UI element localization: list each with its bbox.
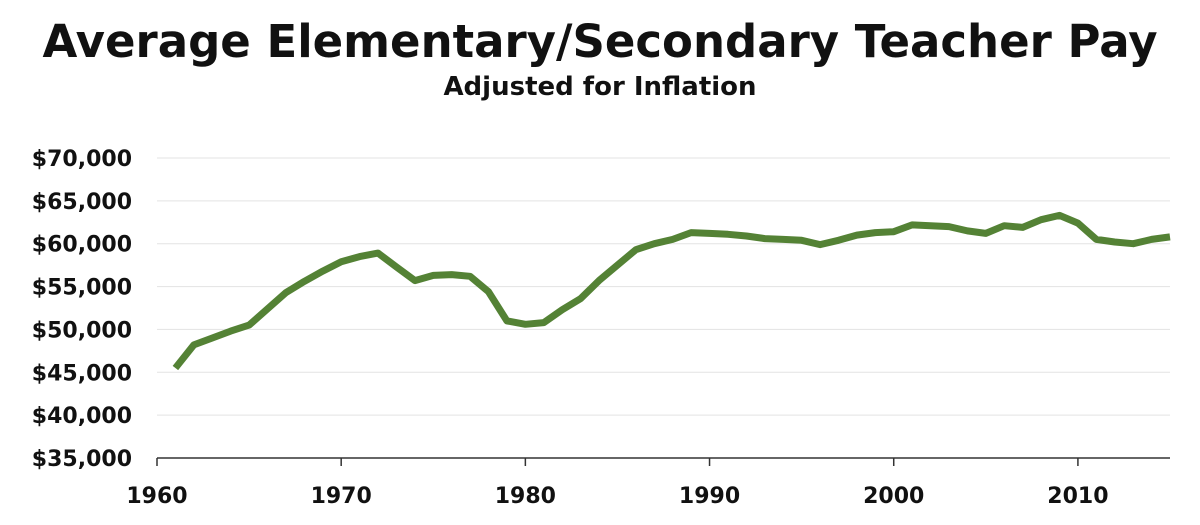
data-point — [210, 336, 214, 340]
data-point — [229, 329, 233, 333]
x-tick-label: 1990 — [679, 484, 740, 509]
chart-title: Average Elementary/Secondary Teacher Pay — [42, 15, 1157, 68]
data-point — [173, 366, 177, 370]
data-point — [800, 238, 804, 242]
data-point — [873, 231, 877, 235]
data-point — [929, 224, 933, 228]
data-point — [1150, 237, 1154, 241]
data-point — [358, 255, 362, 259]
chart-subtitle: Adjusted for Inflation — [443, 72, 756, 102]
data-point — [726, 232, 730, 236]
data-point — [413, 279, 417, 283]
data-point — [1113, 240, 1117, 244]
data-point — [837, 238, 841, 242]
data-point — [192, 343, 196, 347]
y-tick-label: $40,000 — [32, 404, 132, 429]
x-tick-label: 1980 — [495, 484, 556, 509]
y-tick-label: $50,000 — [32, 318, 132, 343]
x-tick-label: 2000 — [863, 484, 924, 509]
y-tick-label: $70,000 — [32, 147, 132, 172]
data-point — [1076, 221, 1080, 225]
data-point — [505, 319, 509, 323]
data-point — [671, 237, 675, 241]
data-point — [266, 307, 270, 311]
data-point — [910, 223, 914, 227]
data-point — [487, 290, 491, 294]
y-tick-label: $55,000 — [32, 276, 132, 301]
data-point — [763, 237, 767, 241]
data-point — [708, 231, 712, 235]
data-point — [892, 230, 896, 234]
data-point — [376, 251, 380, 255]
data-point — [302, 279, 306, 283]
y-tick-label: $60,000 — [32, 233, 132, 258]
y-tick-label: $65,000 — [32, 190, 132, 215]
gridlines — [157, 157, 1170, 416]
data-point — [1094, 237, 1098, 241]
data-point — [542, 321, 546, 325]
data-point — [339, 260, 343, 264]
data-point — [523, 322, 527, 326]
data-point — [616, 263, 620, 267]
data-point — [579, 297, 583, 301]
data-point — [1021, 225, 1025, 229]
data-point — [634, 248, 638, 252]
data-point — [689, 231, 693, 235]
data-point — [1039, 218, 1043, 222]
data-point — [597, 279, 601, 283]
data-point — [1002, 224, 1006, 228]
data-point — [984, 231, 988, 235]
data-point — [247, 323, 251, 327]
y-tick-label: $35,000 — [32, 447, 132, 472]
data-point — [321, 269, 325, 273]
data-point — [394, 265, 398, 269]
data-point — [818, 243, 822, 247]
data-point — [855, 233, 859, 237]
data-point — [1168, 235, 1172, 239]
data-point — [431, 273, 435, 277]
x-tick-label: 1960 — [126, 484, 187, 509]
data-point — [744, 234, 748, 238]
data-point — [965, 229, 969, 233]
data-point — [1058, 213, 1062, 217]
data-point — [468, 274, 472, 278]
axes: $35,000 $40,000 $45,000 $50,000 $55,000 $60,0… — [32, 147, 1170, 509]
x-tick-label: 2010 — [1047, 484, 1108, 509]
y-tick-label: $45,000 — [32, 361, 132, 386]
data-point — [947, 225, 951, 229]
data-point — [560, 308, 564, 312]
data-point — [284, 291, 288, 295]
data-point — [1131, 242, 1135, 246]
data-point — [450, 273, 454, 277]
data-series — [172, 211, 1172, 371]
x-tick-label: 1970 — [311, 484, 372, 509]
series-line — [172, 211, 1171, 371]
data-point — [781, 237, 785, 241]
data-point — [652, 242, 656, 246]
